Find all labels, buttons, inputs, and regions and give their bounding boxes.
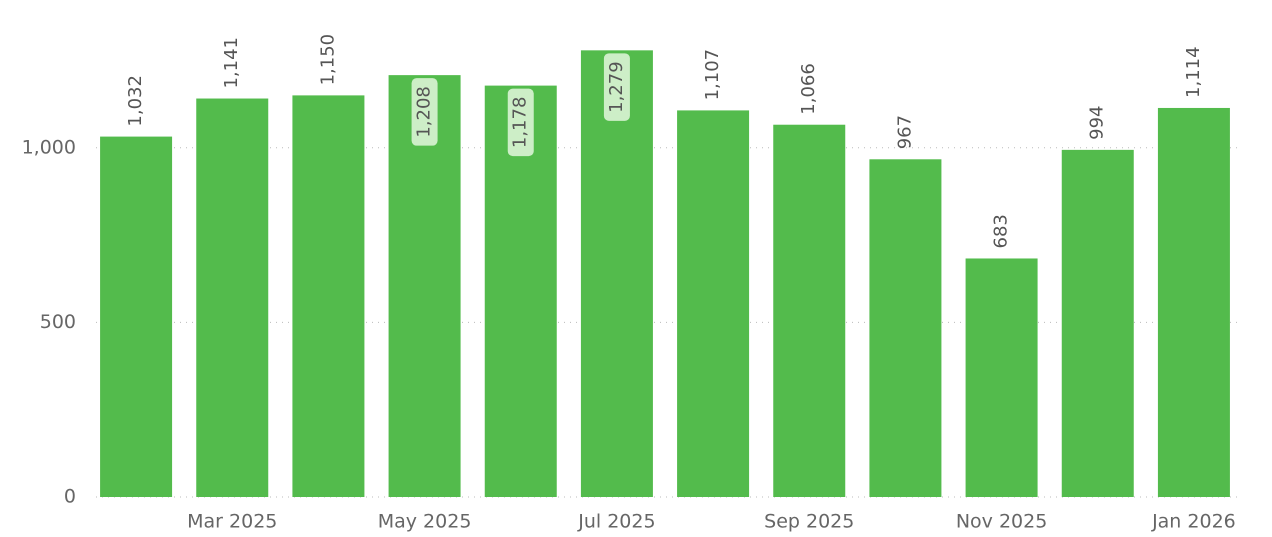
value-label: 1,141 [221,37,242,89]
bar [965,258,1038,497]
bar [1157,107,1230,498]
value-label: 1,208 [414,86,435,138]
value-label: 683 [991,214,1012,248]
value-label: 1,066 [798,63,819,115]
value-label: 1,178 [510,97,531,149]
bar [869,159,942,498]
bar [677,110,750,497]
value-label: 1,107 [702,49,723,101]
x-tick-label: Mar 2025 [187,511,277,533]
bar [1061,149,1134,497]
bar [773,124,846,497]
x-tick-label: Nov 2025 [956,511,1047,533]
value-label-bg [507,88,534,157]
x-tick-label: Jul 2025 [577,511,655,533]
y-tick-label: 0 [64,486,76,508]
value-label: 1,279 [606,61,627,113]
x-tick-label: Sep 2025 [764,511,854,533]
y-tick-label: 500 [40,311,76,333]
value-label: 1,114 [1183,46,1204,98]
value-label: 967 [894,115,915,149]
bar [292,95,365,497]
x-tick-label: Jan 2026 [1151,511,1236,533]
value-label-bg [603,53,630,121]
bar [100,136,173,497]
value-label: 1,032 [125,75,146,127]
y-tick-label: 1,000 [22,136,76,158]
bar [580,50,653,497]
value-label: 1,150 [317,34,338,86]
x-tick-label: May 2025 [378,511,472,533]
value-label-bg [411,78,438,146]
value-label: 994 [1087,106,1108,140]
bar [196,98,269,497]
